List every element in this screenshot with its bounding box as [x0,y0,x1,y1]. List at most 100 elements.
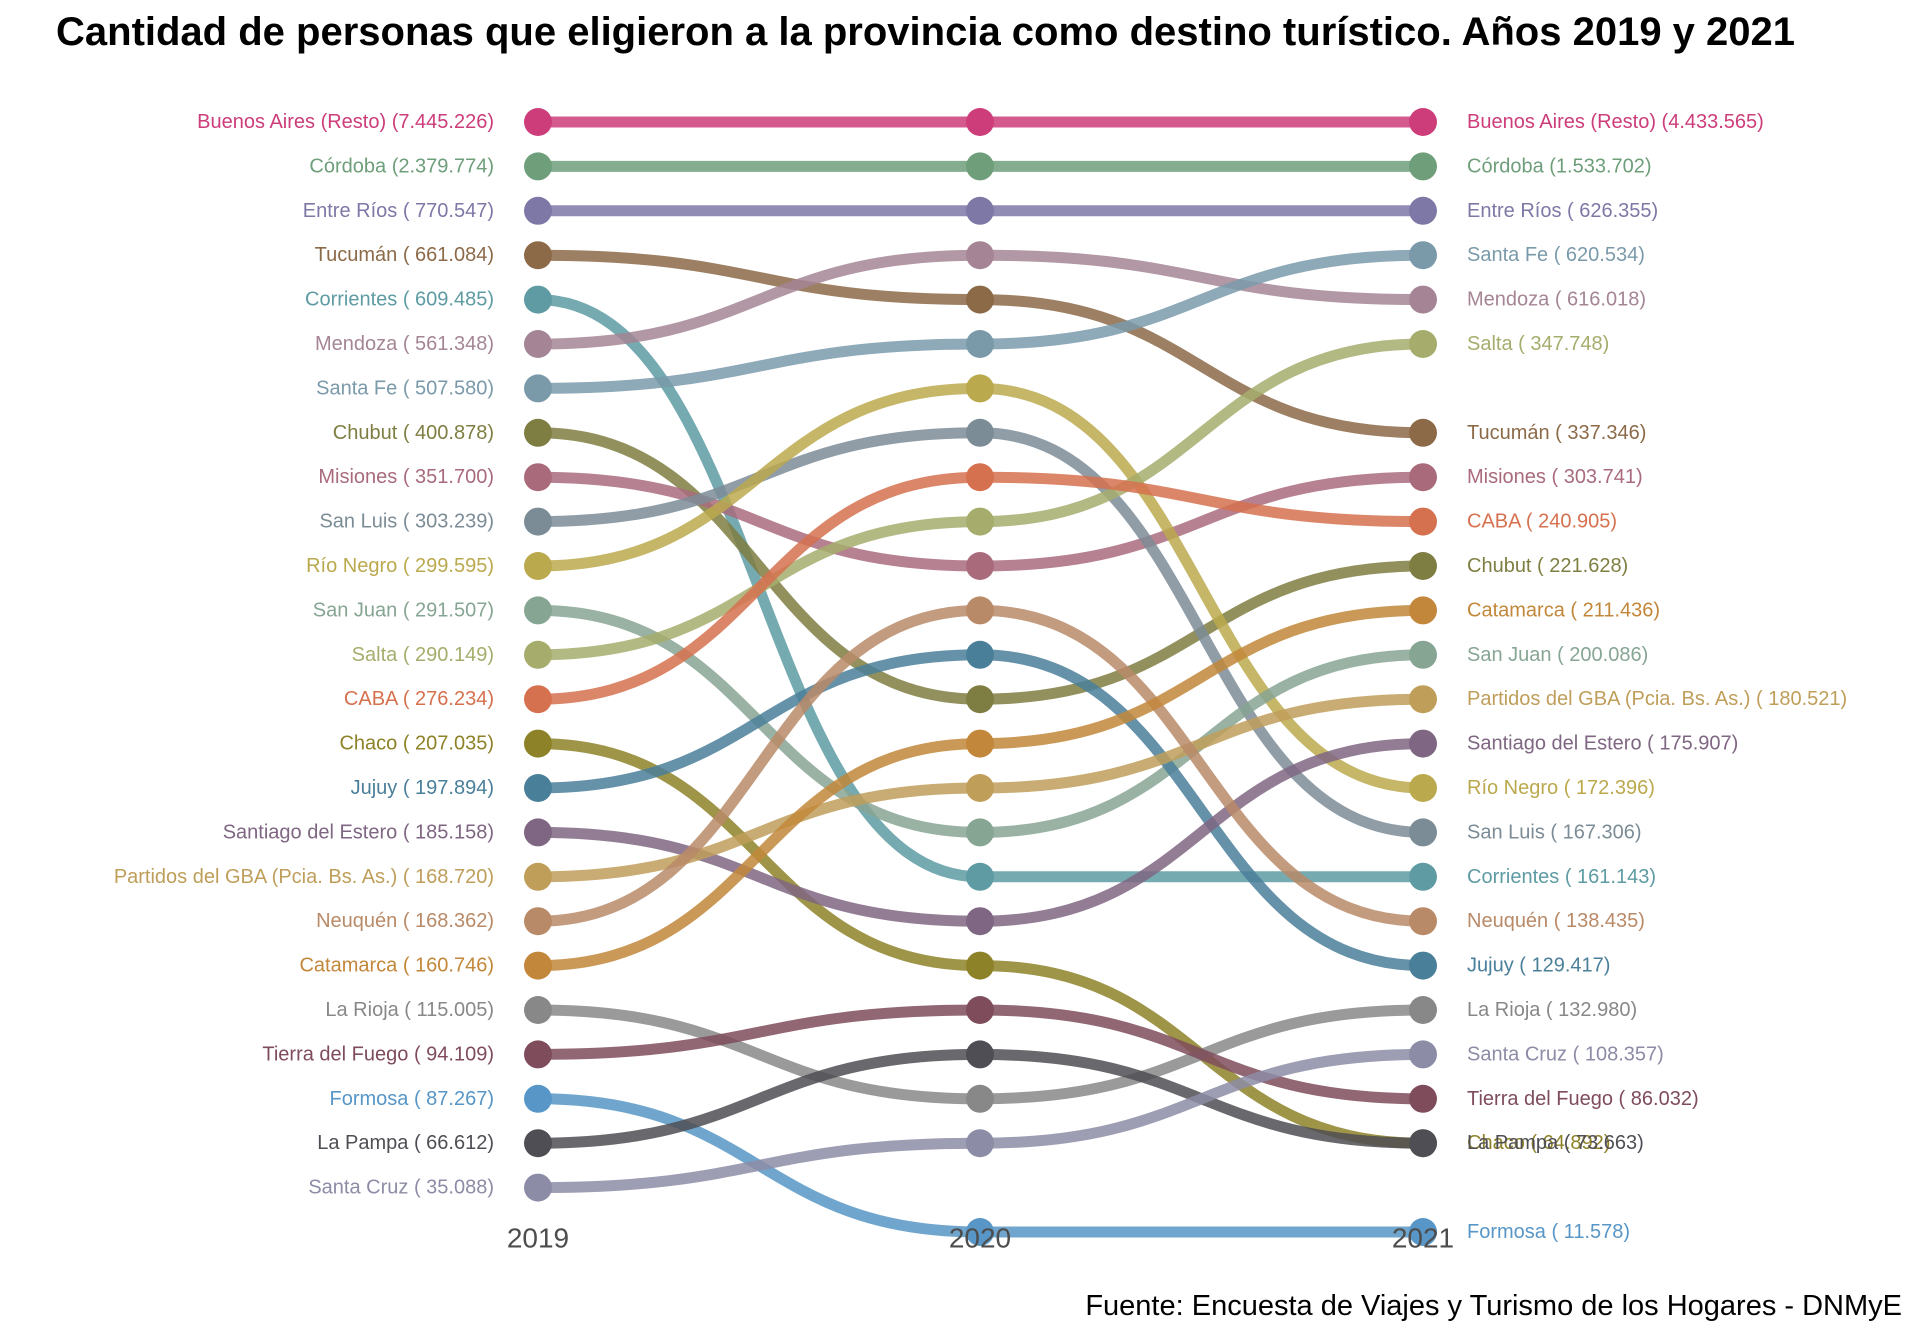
label-2021: Entre Ríos ( 626.355) [1467,200,1658,222]
series-point [524,996,552,1024]
label-2021: La Pampa ( 73.663) [1467,1132,1644,1154]
series-point [524,285,552,314]
series-point [1409,196,1437,225]
label-2019: Catamarca ( 160.746) [299,955,494,977]
label-2019: Córdoba (2.379.774) [309,155,494,177]
label-2019: CABA ( 276.234) [344,688,494,710]
series-point [524,640,552,669]
series-point [1409,1084,1437,1113]
series-point [1409,862,1437,891]
x-tick-label: 2020 [949,1223,1011,1254]
series-point [966,463,994,492]
label-2019: La Pampa ( 66.612) [317,1132,494,1154]
series-point [524,951,552,980]
series-point [1409,285,1437,314]
x-tick-label: 2021 [1392,1223,1454,1254]
series-point [524,152,552,181]
series-point [966,1084,994,1113]
label-2021: Catamarca ( 211.436) [1467,599,1660,621]
series-points [524,108,1437,1246]
label-2021: Salta ( 347.748) [1467,333,1609,355]
series-point [1409,507,1437,536]
series-point [1409,108,1437,136]
series-point [966,907,994,936]
label-2021: CABA ( 240.905) [1467,511,1617,533]
label-2021: Tierra del Fuego ( 86.032) [1467,1088,1699,1110]
series-point [524,330,552,358]
label-2019: Santa Fe ( 507.580) [316,377,494,399]
series-point [524,862,552,891]
label-2019: Buenos Aires (Resto) (7.445.226) [197,111,494,133]
series-point [966,552,994,580]
series-point [966,1040,994,1069]
series-point [1409,685,1437,714]
series-point [966,152,994,181]
label-2019: Corrientes ( 609.485) [305,289,494,311]
series-point [1409,907,1437,936]
label-2019: Salta ( 290.149) [352,644,494,666]
label-2019: Santa Cruz ( 35.088) [308,1177,494,1199]
series-point [966,418,994,447]
series-point [524,241,552,270]
series-point [1409,330,1437,358]
label-2019: San Juan ( 291.507) [313,599,494,621]
series-point [1409,818,1437,847]
label-2021: San Luis ( 167.306) [1467,821,1642,843]
series-point [966,196,994,225]
label-2021: Córdoba (1.533.702) [1467,155,1652,177]
series-point [1409,729,1437,758]
series-point [524,818,552,847]
chart-title: Cantidad de personas que eligieron a la … [56,10,1796,54]
label-2019: La Rioja ( 115.005) [325,999,494,1021]
series-point [524,463,552,492]
label-2021: Santa Cruz ( 108.357) [1467,1043,1664,1065]
series-point [966,818,994,847]
label-2019: Santiago del Estero ( 185.158) [223,821,494,843]
series-line [532,382,1429,794]
series-point [524,418,552,447]
series-point [524,108,552,136]
series-point [966,951,994,980]
series-point [966,330,994,358]
label-2021: San Juan ( 200.086) [1467,644,1648,666]
series-point [966,285,994,314]
label-2019: Jujuy ( 197.894) [351,777,494,799]
label-2021: Santa Fe ( 620.534) [1467,244,1645,266]
series-point [1409,996,1437,1024]
series-point [1409,152,1437,181]
series-point [1409,774,1437,802]
label-2021: Misiones ( 303.741) [1467,466,1643,488]
label-2019: Entre Ríos ( 770.547) [303,200,494,222]
series-point [966,241,994,270]
label-2021: Río Negro ( 172.396) [1467,777,1655,799]
series-point [1409,1040,1437,1069]
label-2021: Corrientes ( 161.143) [1467,866,1656,888]
label-2019: Chubut ( 400.878) [333,422,494,444]
series-point [966,685,994,714]
series-point [966,640,994,669]
series-point [1409,1129,1437,1158]
label-2021: Formosa ( 11.578) [1467,1221,1630,1243]
label-2019: Neuquén ( 168.362) [316,910,494,932]
label-2019: Misiones ( 351.700) [318,466,494,488]
series-point [966,729,994,758]
series-point [1409,596,1437,625]
x-axis: 2019 2020 2021 [507,1223,1454,1254]
label-2021: Partidos del GBA (Pcia. Bs. As.) ( 180.5… [1467,688,1847,710]
series-point [1409,463,1437,492]
label-2019: Tucumán ( 661.084) [315,244,494,266]
series-point [524,729,552,758]
label-2019: Mendoza ( 561.348) [315,333,494,355]
series-point [524,552,552,580]
series-labels: Buenos Aires (Resto) (7.445.226) Buenos A… [114,111,1847,1243]
series-line [532,649,1429,972]
label-2019: Chaco ( 207.035) [339,733,494,755]
series-point [966,374,994,403]
label-2021: Jujuy ( 129.417) [1467,955,1610,977]
label-2021: Buenos Aires (Resto) (4.433.565) [1467,111,1764,133]
label-2021: La Rioja ( 132.980) [1467,999,1637,1021]
series-point [524,907,552,936]
series-point [524,374,552,403]
series-point [966,507,994,536]
label-2019: Partidos del GBA (Pcia. Bs. As.) ( 168.7… [114,866,494,888]
